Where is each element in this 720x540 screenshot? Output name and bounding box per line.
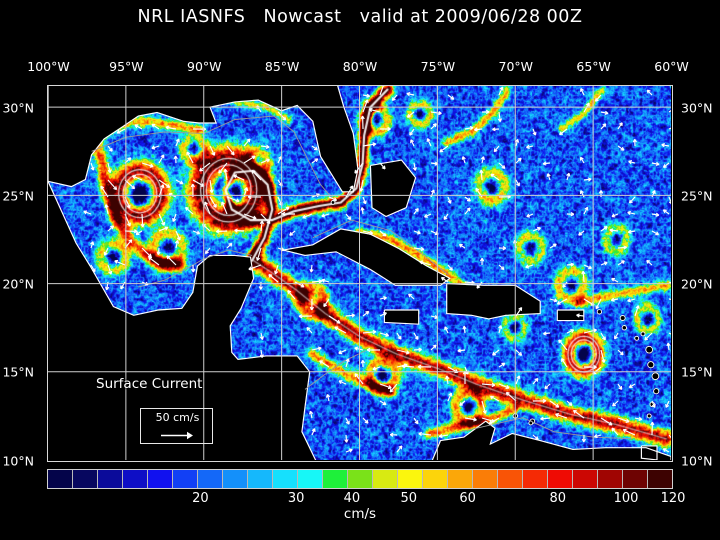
colorbar-tick-label: 80 (549, 491, 567, 506)
colorbar-cell (548, 470, 573, 488)
colorbar-cell (348, 470, 373, 488)
lat-tick-label-right: 25°N (681, 188, 713, 204)
lon-tick-label: 70°W (498, 59, 534, 74)
colorbar-tick-label: 30 (287, 491, 305, 506)
lat-tick-label-left: 15°N (2, 364, 34, 380)
lon-tick-label: 75°W (420, 59, 456, 74)
colorbar-cell (423, 470, 448, 488)
lon-tick-label: 90°W (186, 59, 222, 74)
colorbar-unit-label: cm/s (343, 506, 377, 522)
colorbar-cell (648, 470, 672, 488)
lon-tick-label: 85°W (264, 59, 300, 74)
colorbar-cell (48, 470, 73, 488)
colorbar-cell (148, 470, 173, 488)
lat-tick-label-left: 20°N (2, 276, 34, 292)
map-panel[interactable] (47, 85, 673, 462)
colorbar-cell (448, 470, 473, 488)
colorbar-tick-label: 120 (660, 491, 686, 506)
colorbar-cell (623, 470, 648, 488)
right-arrow-icon (160, 431, 193, 440)
colorbar-cell (523, 470, 548, 488)
colorbar-cell (173, 470, 198, 488)
page-title: NRL IASNFS Nowcast valid at 2009/06/28 0… (137, 7, 583, 27)
colorbar-tick-label: 50 (400, 491, 418, 506)
lon-tick-label: 60°W (654, 59, 689, 74)
lat-tick-label-left: 25°N (2, 188, 34, 204)
colorbar-cell (223, 470, 248, 488)
colorbar-cell (398, 470, 423, 488)
colorbar-cell (598, 470, 623, 488)
lon-tick-label: 100°W (27, 59, 70, 74)
lon-tick-label: 65°W (576, 59, 611, 74)
colorbar-cell (73, 470, 98, 488)
colorbar-cell (123, 470, 148, 488)
lat-tick-label-right: 10°N (681, 453, 713, 468)
lat-tick-label-right: 15°N (681, 364, 713, 380)
colorbar-cell (98, 470, 123, 488)
lat-tick-label-right: 20°N (681, 276, 713, 292)
colorbar-cell (373, 470, 398, 488)
lon-tick-label: 80°W (342, 59, 378, 74)
lat-tick-label-left: 30°N (2, 100, 34, 116)
colorbar-tick-label: 40 (343, 491, 361, 506)
colorbar-cell (248, 470, 273, 488)
colorbar-cell (273, 470, 298, 488)
scale-legend-text: 50 cm/s (155, 411, 200, 424)
lon-tick-label: 95°W (109, 59, 144, 74)
colorbar-cell (473, 470, 498, 488)
surface-current-label: Surface Current (96, 376, 203, 392)
colorbar-tick-label: 100 (613, 491, 639, 506)
colorbar-cell (573, 470, 598, 488)
colorbar-tick-label: 20 (192, 491, 209, 506)
colorbar-cell (198, 470, 223, 488)
surface-current-field (48, 86, 671, 460)
scale-legend-box: 50 cm/s (140, 408, 213, 444)
colorbar[interactable] (47, 469, 673, 489)
colorbar-tick-label: 60 (459, 491, 476, 506)
lat-tick-label-left: 10°N (2, 453, 34, 468)
lat-tick-label-right: 30°N (681, 100, 713, 116)
colorbar-cell (323, 470, 348, 488)
colorbar-cell (298, 470, 323, 488)
colorbar-cell (498, 470, 523, 488)
